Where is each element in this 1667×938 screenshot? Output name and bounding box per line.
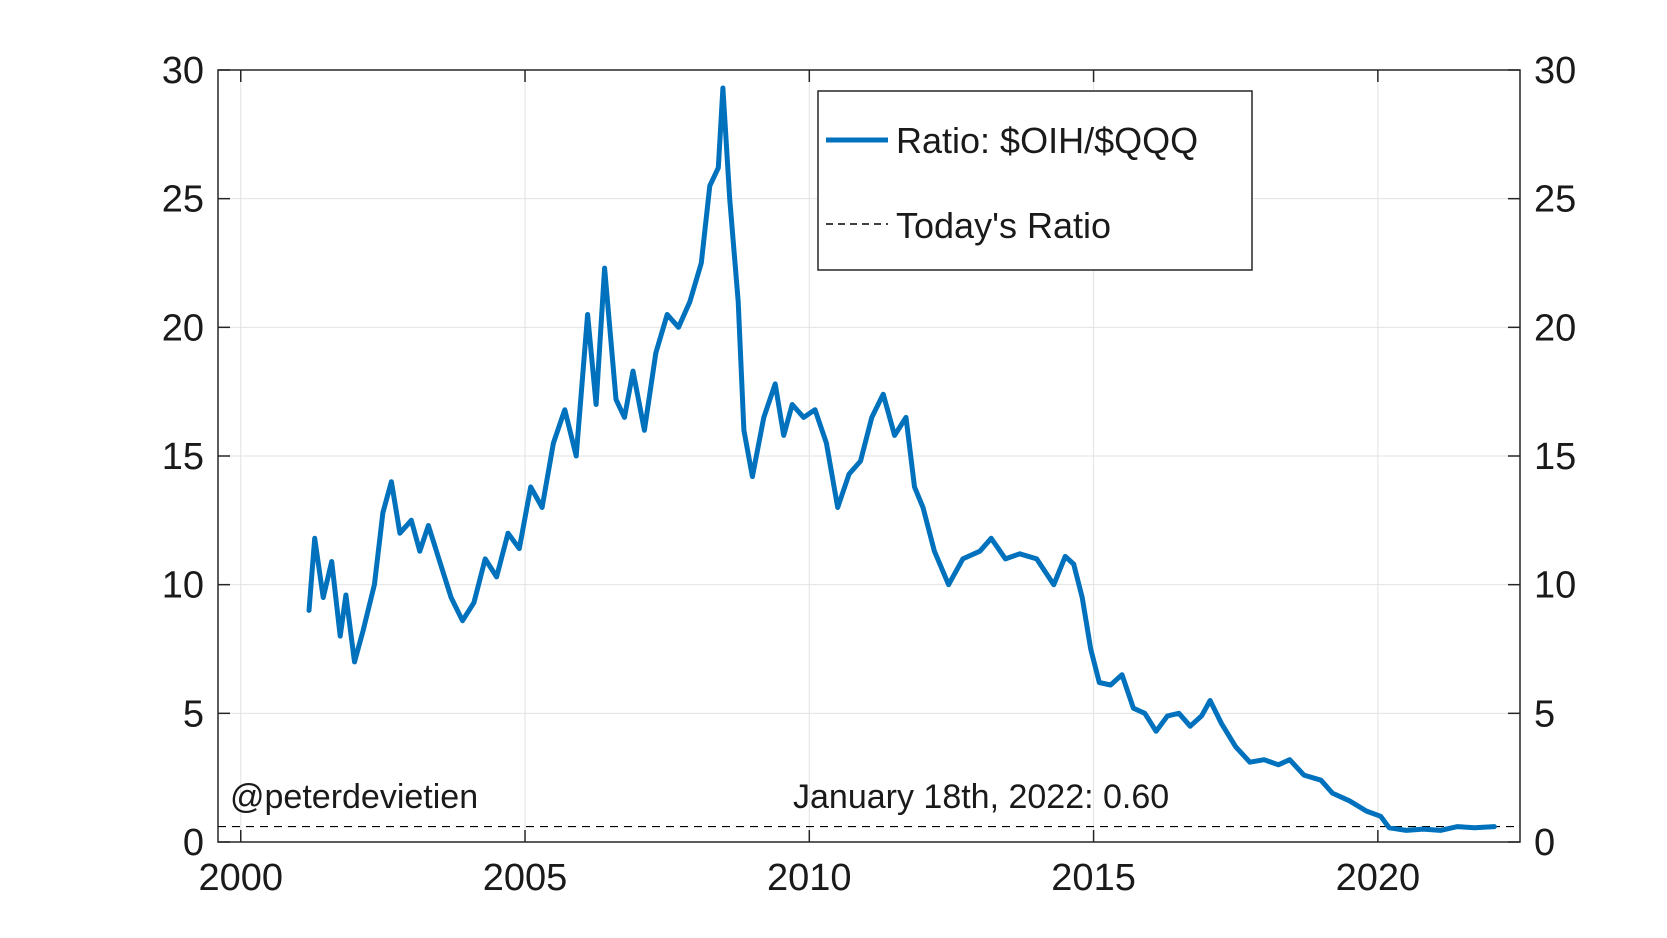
legend-label-ratio: Ratio: $OIH/$QQQ [896, 120, 1198, 161]
todays-ratio-annotation: January 18th, 2022: 0.60 [793, 778, 1169, 816]
x-tick-label: 2020 [1336, 857, 1421, 899]
ratio-series-line [306, 85, 1497, 833]
legend-box [817, 90, 1253, 271]
y-tick-label-left: 15 [162, 436, 204, 478]
y-tick-label-left: 0 [183, 822, 204, 864]
y-tick-label-left: 25 [162, 179, 204, 221]
y-tick-label-right: 15 [1534, 436, 1576, 478]
x-tick-label: 2005 [483, 857, 568, 899]
x-tick-label: 2000 [198, 857, 283, 899]
legend: Ratio: $OIH/$QQQ Today's Ratio [817, 90, 1253, 271]
y-tick-label-right: 10 [1534, 565, 1576, 607]
y-tick-label-left: 20 [162, 307, 204, 349]
axis-ticks [218, 69, 1520, 843]
x-tick-label: 2015 [1051, 857, 1136, 899]
ratio-series-group [306, 85, 1497, 833]
y-tick-label-right: 25 [1534, 179, 1576, 221]
x-tick-label: 2010 [767, 857, 852, 899]
y-tick-label-left: 10 [162, 565, 204, 607]
legend-label-todays-ratio: Today's Ratio [896, 205, 1111, 246]
y-tick-label-left: 30 [162, 50, 204, 92]
y-tick-label-right: 30 [1534, 50, 1576, 92]
y-tick-label-right: 20 [1534, 307, 1576, 349]
y-tick-label-right: 0 [1534, 822, 1555, 864]
y-tick-label-left: 5 [183, 693, 204, 735]
y-tick-label-right: 5 [1534, 693, 1555, 735]
author-handle: @peterdevietien [230, 778, 478, 816]
